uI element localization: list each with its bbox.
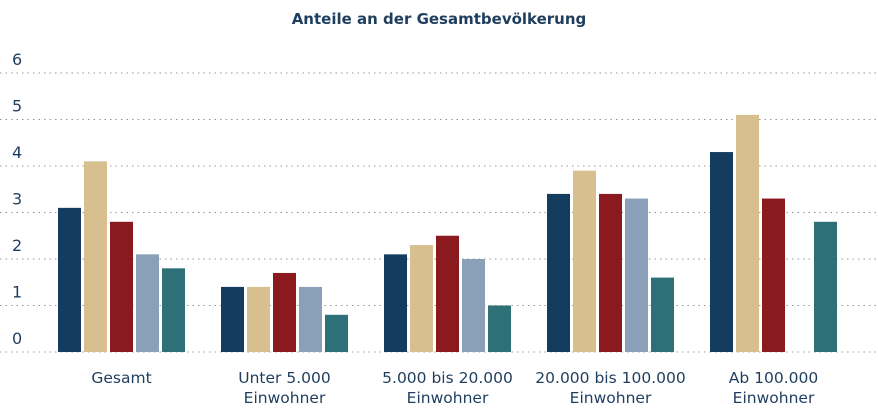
x-tick-label: Ab 100.000 Einwohner [728,369,819,407]
y-tick-label: 1 [12,283,22,302]
y-tick-label: 4 [12,143,22,162]
bar [325,314,348,352]
bar [488,305,511,352]
x-tick-label: Unter 5.000 Einwohner [238,369,331,407]
bar [599,193,622,352]
y-tick-label: 5 [12,97,22,116]
chart-title: Anteile an der Gesamtbevölkerung [292,10,587,28]
bar [299,286,322,352]
bar [273,272,296,352]
bar [736,114,759,352]
bar [384,254,407,352]
x-tick-label: 5.000 bis 20.000 Einwohner [382,369,513,407]
bar [410,245,433,352]
bar [462,259,485,352]
bar [84,161,107,352]
y-tick-label: 6 [12,50,22,69]
bar [625,198,648,352]
bar [651,277,674,352]
bar [162,268,185,352]
bar [58,207,81,352]
y-tick-label: 2 [12,236,22,255]
y-tick-label: 3 [12,190,22,209]
bar [136,254,159,352]
bar [710,152,733,352]
bar [814,221,837,352]
bar [247,286,270,352]
bar [547,193,570,352]
bar [436,235,459,352]
x-tick-label: Gesamt [91,369,152,387]
bar [221,286,244,352]
x-tick-label: 20.000 bis 100.000 Einwohner [535,369,686,407]
bar [110,221,133,352]
bar [573,170,596,352]
y-tick-label: 0 [12,329,22,348]
bar [762,198,785,352]
